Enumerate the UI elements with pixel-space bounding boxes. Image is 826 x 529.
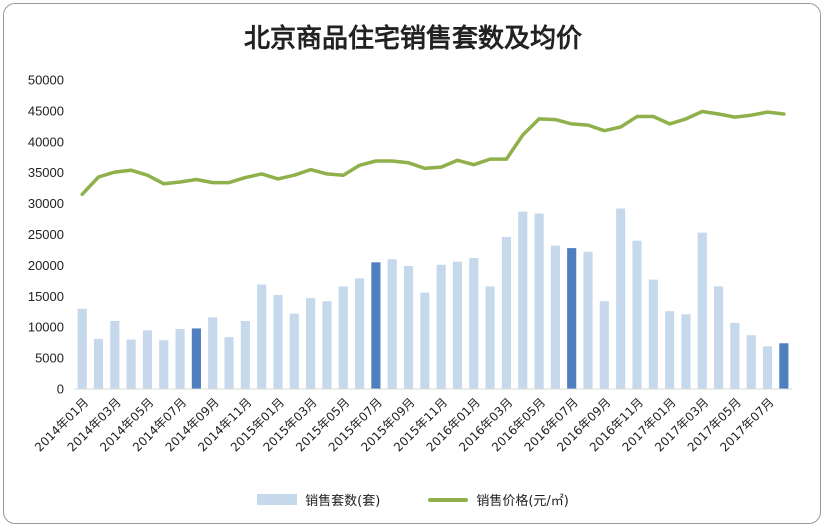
- legend-label-bars: 销售套数(套): [305, 494, 381, 509]
- bar: [730, 322, 740, 389]
- bar: [436, 264, 446, 389]
- bar: [142, 330, 153, 389]
- bar: [420, 292, 430, 389]
- bar: [648, 279, 658, 389]
- bar: [583, 251, 593, 389]
- bar: [681, 314, 691, 389]
- bar: [159, 340, 169, 389]
- bar: [354, 278, 365, 389]
- bar: [452, 261, 463, 389]
- bar: [126, 339, 136, 389]
- bar: [746, 335, 756, 389]
- bar: [632, 240, 642, 389]
- chart-frame: 北京商品住宅销售套数及均价 0 5000 10000 15000 20000 25000 3…: [3, 3, 821, 524]
- bar-highlighted: [567, 248, 577, 389]
- y-axis: 0 5000 10000 15000 20000 25000 30000 35000 40000…: [28, 73, 64, 397]
- y-tick-label: 20000: [28, 258, 64, 273]
- bar-highlighted: [191, 328, 201, 389]
- y-tick-label: 0: [57, 382, 64, 397]
- bar: [289, 313, 299, 389]
- chart-plot-area: 0 5000 10000 15000 20000 25000 30000 35000 40000…: [28, 73, 792, 454]
- bar: [338, 286, 348, 389]
- y-tick-label: 10000: [28, 320, 64, 335]
- chart-title: 北京商品住宅销售套数及均价: [243, 24, 582, 54]
- y-tick-label: 50000: [28, 73, 64, 88]
- bar: [485, 286, 495, 389]
- bar: [403, 266, 414, 389]
- bar-highlighted: [371, 262, 381, 389]
- x-axis: 2014年01月2014年03月2014年05月2014年07月2014年09月…: [32, 388, 792, 454]
- bar: [599, 301, 609, 389]
- legend: 销售套数(套) 销售价格(元/㎡): [4, 490, 820, 509]
- bar-series: [77, 208, 789, 389]
- bar: [518, 211, 528, 389]
- y-tick-label: 5000: [35, 351, 64, 366]
- bar: [534, 213, 544, 389]
- line-series: [80, 109, 786, 197]
- bar: [501, 236, 512, 389]
- legend-swatch-line: [428, 497, 469, 502]
- legend-item-line: 销售价格(元/㎡): [428, 490, 569, 509]
- price-line: [80, 109, 786, 197]
- bar: [665, 311, 675, 389]
- bar: [322, 301, 332, 389]
- bar: [224, 337, 234, 389]
- bar: [240, 321, 250, 389]
- bar: [762, 346, 773, 389]
- bar: [257, 284, 267, 389]
- y-tick-label: 40000: [28, 134, 64, 149]
- y-tick-label: 35000: [28, 165, 64, 180]
- bar: [616, 208, 626, 389]
- y-tick-label: 15000: [28, 289, 64, 304]
- bar: [697, 232, 707, 389]
- bar: [387, 259, 397, 389]
- bar-highlighted: [779, 343, 789, 389]
- y-tick-label: 45000: [28, 103, 64, 118]
- bar: [273, 295, 283, 389]
- bar: [208, 317, 218, 389]
- bar: [469, 257, 479, 389]
- bar: [713, 286, 724, 389]
- legend-swatch-bars: [257, 494, 298, 505]
- legend-item-bars: 销售套数(套): [257, 490, 380, 509]
- y-tick-label: 30000: [28, 196, 64, 211]
- bar: [306, 298, 316, 389]
- bar: [93, 338, 104, 389]
- legend-label-line: 销售价格(元/㎡): [476, 494, 569, 509]
- bar: [77, 308, 87, 389]
- bar: [175, 329, 185, 389]
- bar: [110, 321, 120, 389]
- y-tick-label: 25000: [28, 227, 64, 242]
- bar: [550, 245, 560, 389]
